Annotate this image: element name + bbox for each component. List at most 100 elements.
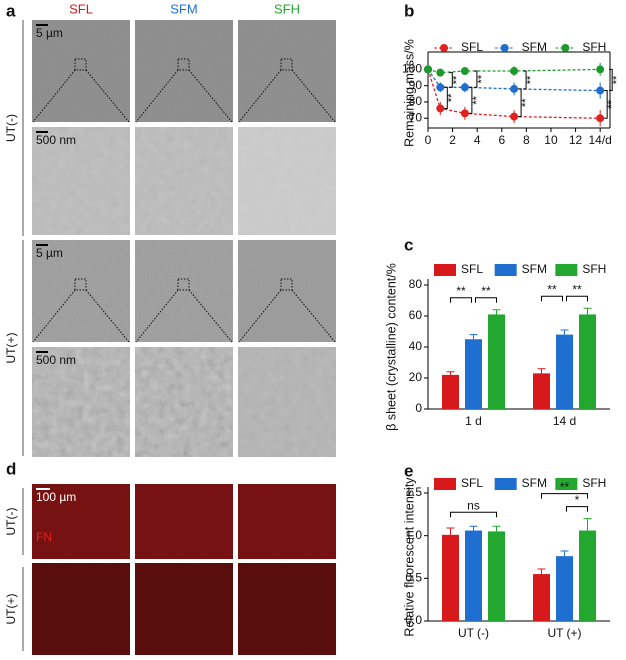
significance-bracket [450, 297, 472, 303]
legend-marker [440, 44, 448, 52]
texture [32, 127, 130, 235]
significance-bracket [541, 493, 588, 499]
y-tick-label: 1.0 [405, 528, 422, 542]
error-bar [560, 329, 569, 335]
error-bar [583, 307, 592, 315]
row-label: UT(+) [4, 333, 18, 364]
y-tick-label: 90 [409, 78, 423, 92]
texture [135, 240, 233, 342]
significance-bracket [604, 90, 608, 119]
significance-label: ** [471, 95, 483, 104]
panel-label: c [404, 235, 413, 254]
scale-label: 500 nm [36, 133, 76, 147]
point [460, 67, 469, 76]
row-label: UT(-) [4, 114, 18, 142]
zoom-box [177, 58, 190, 71]
texture [32, 20, 130, 122]
bar [465, 530, 482, 621]
zoom-line [188, 69, 233, 123]
significance-bracket [450, 511, 497, 518]
texture [135, 127, 233, 235]
bar [533, 574, 550, 621]
legend-label: SFM [522, 476, 547, 490]
texture [238, 484, 336, 559]
bar [556, 556, 573, 621]
x-tick-label: 4 [474, 133, 481, 147]
significance-bracket [468, 86, 473, 114]
texture [32, 347, 130, 457]
column-label: SFH [274, 1, 300, 16]
panel-label: e [404, 461, 413, 480]
stain-label: FN [36, 530, 52, 544]
significance-label: ** [572, 282, 582, 296]
y-tick-label: 0.5 [405, 571, 422, 585]
bar [488, 531, 505, 621]
texture [135, 563, 233, 655]
bar [488, 314, 505, 409]
legend-swatch [434, 478, 456, 490]
zoom-box [74, 58, 87, 71]
zoom-line [238, 69, 282, 123]
error-bar [537, 568, 546, 575]
significance-label: ** [456, 284, 466, 298]
texture [238, 240, 336, 342]
texture [32, 484, 130, 559]
legend-marker [561, 44, 570, 52]
x-tick-label: 14 d [553, 414, 576, 428]
legend-swatch [434, 264, 456, 276]
panel-label: b [404, 1, 414, 20]
panel-label: d [6, 459, 16, 478]
significance-bracket [541, 295, 563, 302]
column-label: SFL [69, 1, 93, 16]
legend-marker [500, 44, 509, 52]
scale-label: 500 nm [36, 353, 76, 367]
bar [465, 339, 482, 409]
texture [238, 563, 336, 655]
zoom-box [280, 58, 293, 71]
legend-label: SFM [522, 40, 547, 54]
legend-label: SFH [582, 476, 606, 490]
texture [238, 127, 336, 235]
significance-label: ** [446, 93, 458, 102]
error-bar [446, 371, 455, 375]
bar [442, 534, 459, 621]
significance-bracket [566, 295, 588, 302]
x-tick-label: 8 [523, 133, 530, 147]
point [460, 83, 469, 92]
zoom-line [135, 69, 179, 123]
point [436, 68, 445, 77]
x-tick-label: 12 [569, 133, 583, 147]
point [510, 84, 519, 93]
point [436, 104, 445, 113]
y-tick-label: 40 [409, 339, 423, 353]
bar [556, 334, 573, 409]
legend-label: SFM [522, 262, 547, 276]
zoom-line [85, 289, 130, 343]
zoom-line [291, 289, 336, 343]
scale-label: 5 µm [36, 26, 63, 40]
significance-bracket [473, 70, 478, 88]
significance-label: ** [481, 284, 491, 298]
error-bar [583, 518, 592, 531]
y-tick-label: 0 [415, 401, 422, 415]
bar [579, 530, 596, 621]
significance-bracket [566, 506, 588, 512]
significance-bracket [449, 72, 453, 88]
y-tick-label: 70 [409, 110, 423, 124]
legend-swatch [555, 264, 578, 276]
zoom-line [32, 289, 76, 343]
error-bar [469, 334, 478, 340]
y-tick-label: 1.5 [405, 485, 422, 499]
significance-bracket [518, 88, 522, 118]
point [424, 65, 432, 74]
legend-label: SFH [582, 40, 606, 54]
row-label: UT(-) [4, 508, 18, 536]
y-tick-label: 60 [409, 308, 423, 322]
texture [135, 484, 233, 559]
significance-bracket [475, 297, 497, 303]
y-axis-label: Remaining mass/% [402, 39, 416, 147]
column-label: SFM [170, 1, 197, 16]
point [596, 114, 605, 123]
significance-label: ns [467, 498, 480, 512]
